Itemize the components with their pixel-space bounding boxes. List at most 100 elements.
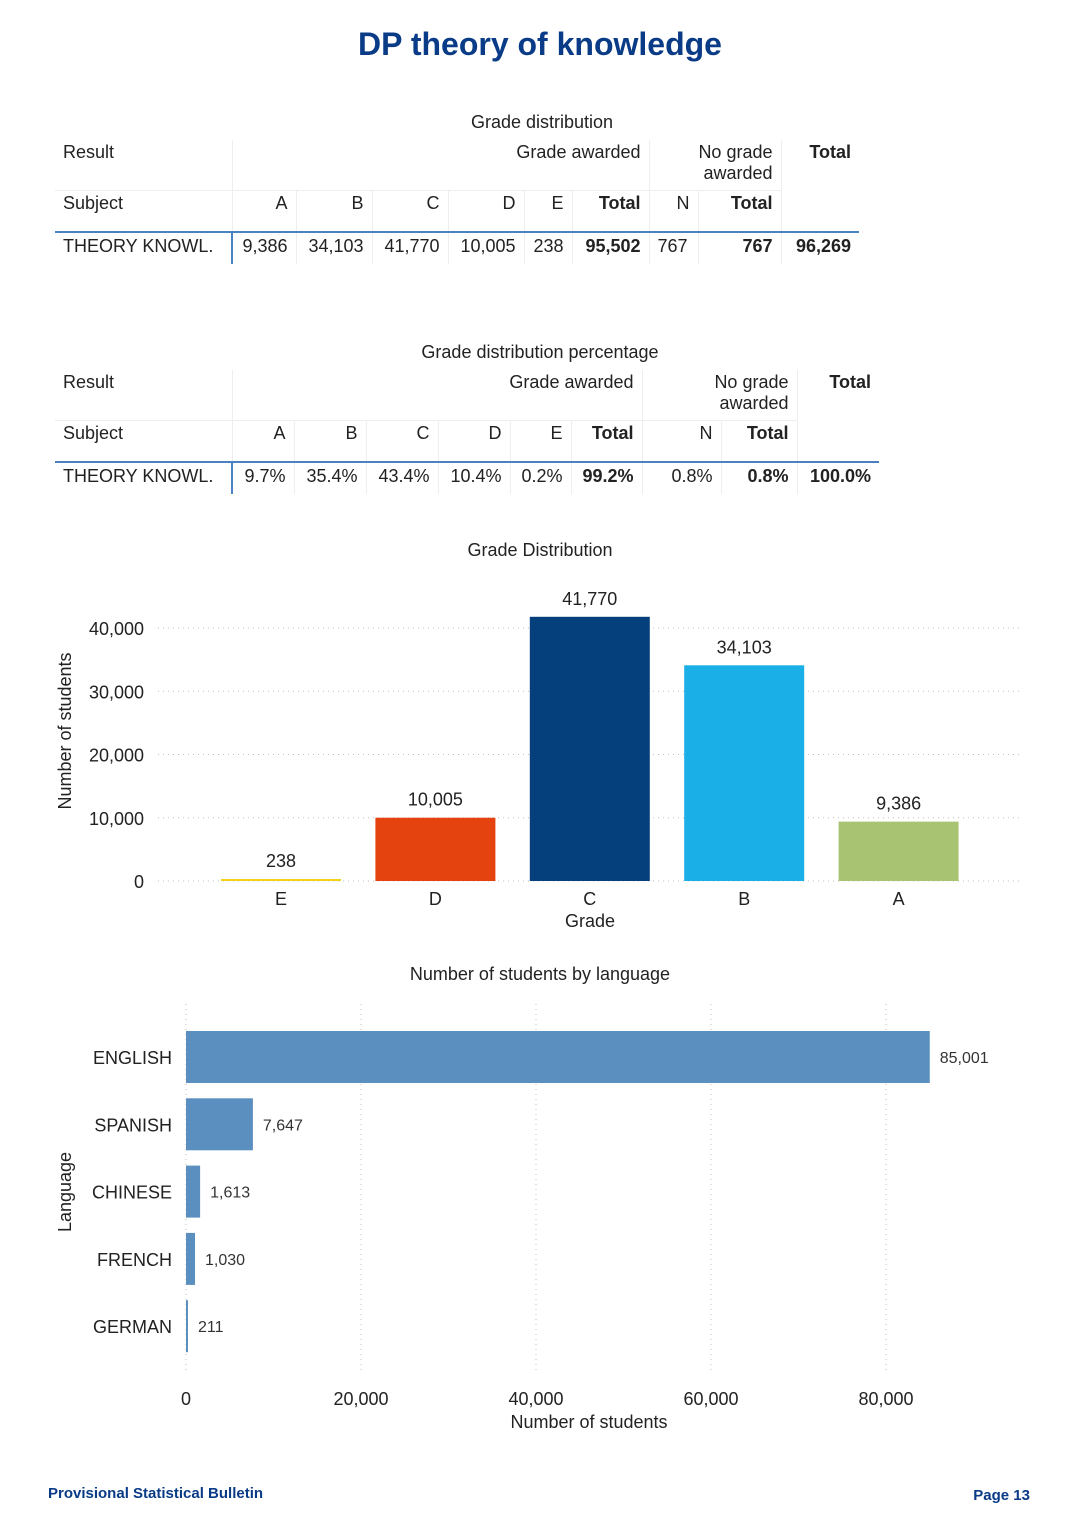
- col-header: Total: [571, 420, 643, 462]
- col-header: A: [232, 420, 295, 462]
- subject-cell: THEORY KNOWL.: [55, 461, 233, 494]
- grade-distribution-chart: 0 10,000 20,000 30,000 40,000 238 E 10,005 D 41,7…: [55, 589, 1020, 931]
- col-header: C: [372, 190, 449, 232]
- col-header: N: [649, 190, 699, 232]
- grade-percentage-table: Result Grade awarded No grade awarded To…: [55, 370, 879, 494]
- bar-value-label: 85,001: [940, 1050, 989, 1067]
- table-cell: 10,005: [448, 231, 525, 264]
- bar-value-label: 238: [266, 851, 296, 871]
- table-row: THEORY KNOWL. 9,386 34,103 41,770 10,005…: [55, 231, 859, 264]
- bar-value-label: 1,613: [210, 1185, 250, 1202]
- table-cell: 9,386: [232, 231, 297, 264]
- grade-awarded-header: Grade awarded: [232, 370, 643, 421]
- x-tick-label: 80,000: [858, 1389, 913, 1409]
- table-cell: 35.4%: [294, 461, 367, 494]
- total-header: Total: [829, 372, 871, 392]
- language-chart-title: Number of students by language: [409, 964, 671, 984]
- col-header: B: [296, 190, 373, 232]
- result-label: Result: [55, 140, 233, 191]
- x-axis-title: Grade: [565, 911, 615, 931]
- table-cell: 0.8%: [721, 461, 798, 494]
- subject-cell: THEORY KNOWL.: [55, 231, 233, 264]
- no-grade-awarded-header: No grade awarded: [649, 140, 782, 191]
- table-cell: 0.8%: [642, 461, 722, 494]
- bar-value-label: 9,386: [876, 794, 921, 814]
- col-header: Total: [698, 190, 782, 232]
- x-tick-label: E: [275, 889, 287, 909]
- total-header: Total: [809, 142, 851, 162]
- y-tick-label: SPANISH: [94, 1115, 172, 1135]
- table-cell: 100.0%: [797, 461, 879, 494]
- bar-french: [186, 1232, 196, 1285]
- table-cell: 767: [649, 231, 699, 264]
- bar-value-label: 34,103: [717, 637, 772, 657]
- x-axis-title: Number of students: [510, 1412, 667, 1432]
- table-cell: 10.4%: [438, 461, 511, 494]
- bar-value-label: 211: [198, 1319, 224, 1336]
- bar-e: [221, 879, 341, 881]
- y-tick-label: CHINESE: [92, 1183, 172, 1203]
- bar-value-label: 1,030: [205, 1252, 245, 1269]
- bar-english: [186, 1031, 930, 1083]
- y-tick-label: FRENCH: [97, 1250, 172, 1270]
- table-cell: 95,502: [572, 231, 650, 264]
- col-header: E: [510, 420, 572, 462]
- x-tick-label: C: [583, 889, 596, 909]
- x-tick-label: B: [738, 889, 750, 909]
- x-tick-label: D: [429, 889, 442, 909]
- table-row: THEORY KNOWL. 9.7% 35.4% 43.4% 10.4% 0.2…: [55, 461, 879, 494]
- x-tick-label: 40,000: [508, 1389, 563, 1409]
- grade-distribution-table: Result Grade awarded No grade awarded To…: [55, 140, 859, 264]
- x-tick-label: A: [893, 889, 905, 909]
- bar-c: [529, 616, 650, 881]
- grade-chart-title: Grade Distribution: [467, 540, 613, 560]
- table-cell: 767: [698, 231, 782, 264]
- table1-caption: Grade distribution: [470, 112, 614, 132]
- table-cell: 238: [524, 231, 573, 264]
- table-cell: 0.2%: [510, 461, 572, 494]
- col-header: B: [294, 420, 367, 462]
- bar-german: [186, 1300, 188, 1353]
- col-header: A: [232, 190, 297, 232]
- x-tick-label: 60,000: [683, 1389, 738, 1409]
- table-cell: 99.2%: [571, 461, 643, 494]
- col-header: N: [642, 420, 722, 462]
- y-tick-label: GERMAN: [93, 1317, 172, 1337]
- bar-spanish: [186, 1098, 253, 1151]
- y-axis-title: Language: [55, 1152, 75, 1232]
- x-tick-label: 0: [181, 1389, 191, 1409]
- bar-chinese: [186, 1165, 201, 1218]
- col-header: E: [524, 190, 573, 232]
- grade-awarded-header: Grade awarded: [232, 140, 650, 191]
- table-cell: 9.7%: [232, 461, 295, 494]
- y-tick-label: 10,000: [89, 809, 144, 829]
- col-header: D: [438, 420, 511, 462]
- result-label: Result: [55, 370, 233, 421]
- footer-page-number: Page 13: [973, 1487, 1030, 1504]
- page-title: DP theory of knowledge: [358, 26, 722, 62]
- bar-value-label: 41,770: [562, 589, 617, 609]
- y-tick-label: 20,000: [89, 746, 144, 766]
- table-cell: 34,103: [296, 231, 373, 264]
- footer-bulletin: Provisional Statistical Bulletin: [48, 1485, 264, 1502]
- subject-label: Subject: [55, 420, 233, 462]
- bar-value-label: 7,647: [263, 1117, 303, 1134]
- table-cell: 96,269: [781, 231, 859, 264]
- y-tick-label: 30,000: [89, 682, 144, 702]
- table-cell: 41,770: [372, 231, 449, 264]
- language-chart: 0 20,000 40,000 60,000 80,000 85,001 ENGLISH 7,…: [55, 1004, 989, 1432]
- col-header: C: [366, 420, 439, 462]
- subject-label: Subject: [55, 190, 233, 232]
- table-cell: 43.4%: [366, 461, 439, 494]
- bar-value-label: 10,005: [408, 790, 463, 810]
- col-header: D: [448, 190, 525, 232]
- col-header: Total: [721, 420, 798, 462]
- no-grade-awarded-header: No grade awarded: [642, 370, 798, 421]
- x-tick-label: 20,000: [333, 1389, 388, 1409]
- y-tick-label: 40,000: [89, 619, 144, 639]
- bar-d: [375, 817, 496, 881]
- bar-a: [838, 821, 959, 881]
- y-axis-title: Number of students: [55, 652, 75, 809]
- col-header: Total: [572, 190, 650, 232]
- table2-caption: Grade distribution percentage: [421, 342, 659, 362]
